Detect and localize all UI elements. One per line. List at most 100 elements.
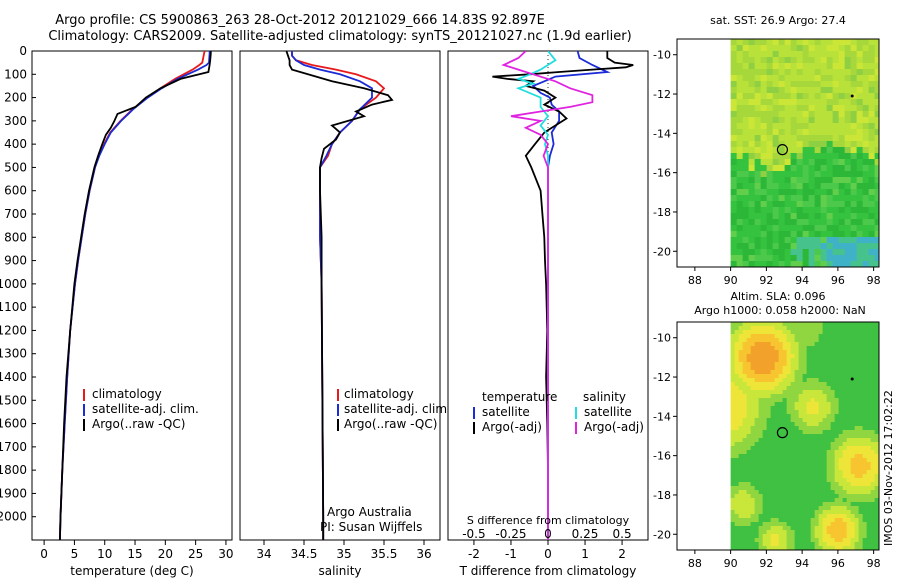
sla-cell <box>742 526 748 531</box>
sla-cell <box>742 494 748 499</box>
sla-cell <box>850 354 856 359</box>
sla-cell <box>790 430 796 435</box>
sst-cell <box>850 147 858 154</box>
sla-cell <box>750 486 756 491</box>
sst-cell <box>748 135 756 142</box>
sla-cell <box>786 470 792 475</box>
sst-cell <box>790 237 798 244</box>
sla-cell <box>762 434 768 439</box>
sst-cell <box>754 237 762 244</box>
sla-cell <box>862 406 868 411</box>
sla-cell <box>862 490 868 495</box>
sla-cell <box>734 430 740 435</box>
sla-cell <box>854 542 860 547</box>
sst-cell <box>802 255 810 262</box>
sla-cell <box>854 346 860 351</box>
sla-cell <box>774 322 780 327</box>
salinity-tick-label: 34.5 <box>291 547 318 561</box>
sst-cell <box>766 129 774 136</box>
sst-cell <box>760 219 768 226</box>
sla-cell <box>858 458 864 463</box>
sla-cell <box>870 410 876 415</box>
sla-cell <box>806 326 812 331</box>
sla-cell <box>854 422 860 427</box>
sla-cell <box>802 330 808 335</box>
sla-cell <box>854 518 860 523</box>
sla-cell <box>766 454 772 459</box>
sla-cell <box>854 394 860 399</box>
sla-cell <box>734 502 740 507</box>
sla-cell <box>786 498 792 503</box>
sla-cell <box>822 518 828 523</box>
sst-cell <box>772 111 780 118</box>
sla-cell <box>778 378 784 383</box>
sst-cell <box>754 201 762 208</box>
sla-cell <box>738 398 744 403</box>
sst-cell <box>802 123 810 130</box>
sla-cell <box>874 434 879 439</box>
sla-cell <box>818 478 824 483</box>
sla-cell <box>734 334 740 339</box>
sla-cell <box>758 438 764 443</box>
sst-cell <box>850 183 858 190</box>
sla-cell <box>834 542 840 547</box>
sla-cell <box>862 538 868 543</box>
sla-cell <box>734 518 740 523</box>
sst-cell <box>742 81 750 88</box>
sst-cell <box>772 39 780 46</box>
sla-cell <box>798 462 804 467</box>
sla-cell <box>794 394 800 399</box>
sst-cell <box>832 93 840 100</box>
sst-cell <box>844 249 852 256</box>
sst-cell <box>832 237 840 244</box>
sla-cell <box>774 546 780 550</box>
sst-cell <box>760 225 768 232</box>
sst-cell <box>766 93 774 100</box>
sla-cell <box>790 330 796 335</box>
sst-cell <box>856 231 864 238</box>
sla-cell <box>794 510 800 515</box>
sla-cell <box>762 346 768 351</box>
sla-cell <box>810 346 816 351</box>
sla-cell <box>794 414 800 419</box>
sst-cell <box>796 63 804 70</box>
sst-cell <box>766 63 774 70</box>
sla-cell <box>762 546 768 550</box>
sst-cell <box>742 183 750 190</box>
sla-cell <box>758 338 764 343</box>
sla-cell <box>790 414 796 419</box>
depth-tick-label: 0 <box>19 44 27 58</box>
temperature-tick-label: 15 <box>127 547 142 561</box>
sst-cell <box>730 225 738 232</box>
sst-cell <box>814 153 822 160</box>
sst-cell <box>802 153 810 160</box>
sla-cell <box>822 402 828 407</box>
sla-cell <box>770 394 776 399</box>
sla-cell <box>730 338 736 343</box>
sla-cell <box>738 442 744 447</box>
sla-cell <box>870 542 876 547</box>
sla-cell <box>758 426 764 431</box>
sla-cell <box>754 526 760 531</box>
sla-cell <box>870 414 876 419</box>
sla-cell <box>758 398 764 403</box>
sst-cell <box>868 69 876 76</box>
sst-cell <box>766 51 774 58</box>
sst-cell <box>742 153 750 160</box>
sla-cell <box>810 442 816 447</box>
sst-cell <box>838 45 846 52</box>
sla-cell <box>846 354 852 359</box>
sla-cell <box>806 426 812 431</box>
sla-cell <box>838 386 844 391</box>
sla-cell <box>806 522 812 527</box>
sla-cell <box>814 498 820 503</box>
temperature-series-line <box>59 51 212 540</box>
sla-cell <box>870 474 876 479</box>
sla-cell <box>826 438 832 443</box>
sla-cell <box>798 502 804 507</box>
sla-cell <box>866 422 872 427</box>
sla-cell <box>790 514 796 519</box>
sla-cell <box>742 334 748 339</box>
sla-cell <box>730 546 736 550</box>
sla-cell <box>814 362 820 367</box>
